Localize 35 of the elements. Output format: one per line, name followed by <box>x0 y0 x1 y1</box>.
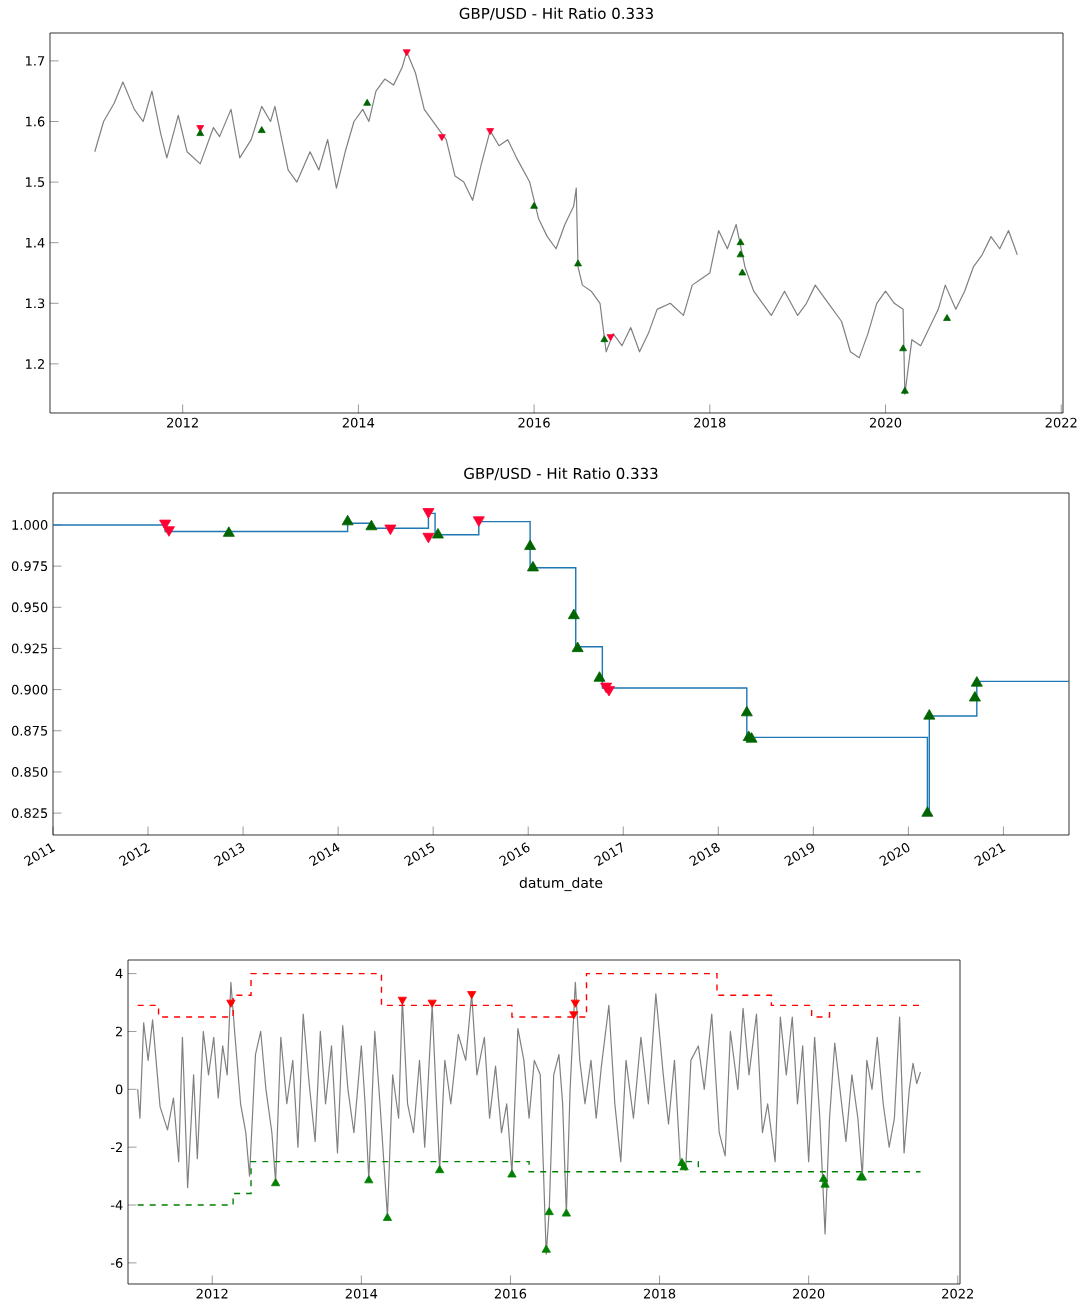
y-tick-label: 1.4 <box>26 237 45 248</box>
x-tick-label: 2012 <box>196 1288 228 1299</box>
y-tick-label: -6 <box>110 1257 123 1268</box>
y-tick-label: 1.2 <box>26 359 44 369</box>
y-tick-label: -4 <box>110 1200 123 1210</box>
x-tick-label: 2020 <box>869 417 902 428</box>
y-tick-label: 0.950 <box>11 602 48 613</box>
chart-title: GBP/USD - Hit Ratio 0.333 <box>464 467 658 481</box>
y-tick-label: 1.3 <box>26 298 45 309</box>
x-tick-label: 2014 <box>345 1288 378 1299</box>
y-tick-label: 1.7 <box>26 56 45 66</box>
x-axis-title: datum_date <box>519 877 603 892</box>
y-tick-label: 1.6 <box>26 116 45 127</box>
x-tick-label: 2022 <box>942 1288 973 1299</box>
y-tick-label: -2 <box>110 1142 122 1152</box>
y-tick-label: 0.850 <box>11 767 48 777</box>
y-tick-label: 2 <box>115 1026 122 1037</box>
x-tick-label: 2016 <box>518 417 550 428</box>
y-tick-label: 0.975 <box>11 561 48 572</box>
x-tick-label: 2016 <box>494 1288 527 1299</box>
y-tick-label: 0.875 <box>11 725 48 736</box>
y-tick-label: 0.925 <box>11 643 48 654</box>
x-tick-label: 2018 <box>694 417 726 428</box>
x-tick-label: 2012 <box>167 417 198 428</box>
y-tick-label: 0.900 <box>11 684 48 695</box>
y-tick-label: 0 <box>115 1084 123 1095</box>
chart-title: GBP/USD - Hit Ratio 0.333 <box>459 7 653 21</box>
y-tick-label: 1.5 <box>26 177 45 187</box>
x-tick-label: 2020 <box>793 1288 825 1299</box>
y-tick-label: 1.000 <box>12 520 48 530</box>
x-tick-label: 2022 <box>1045 417 1077 428</box>
x-tick-label: 2014 <box>342 417 375 428</box>
y-tick-label: 4 <box>115 968 123 979</box>
y-tick-label: 0.825 <box>11 808 48 819</box>
x-tick-label: 2018 <box>643 1288 676 1299</box>
